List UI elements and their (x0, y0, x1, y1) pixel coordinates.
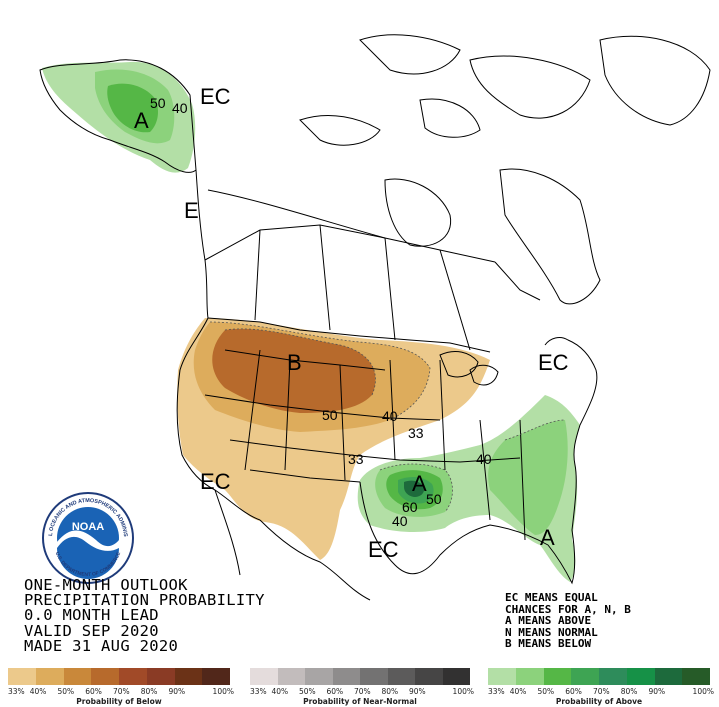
contour-label-60-south: 60 (402, 499, 418, 515)
below-tick-label: 100% (212, 687, 234, 696)
above-scale-label: Probability of Above (555, 697, 643, 706)
below-swatch (174, 668, 203, 685)
near_normal-tick-label: 100% (452, 687, 474, 696)
below-swatch (119, 668, 147, 685)
map-labels: EC E EC EC EC B A A A 50 40 50 40 33 33 … (134, 84, 569, 562)
map-label-ec-pacific: E (184, 198, 199, 223)
contour-label-50-alaska: 50 (150, 95, 166, 111)
near-normal-probability-scale: 33% 40% 50% 60% 70% 80% 90% 100% Probability of… (250, 668, 474, 706)
above-tick-label: 40% (509, 687, 527, 696)
above-swatch (626, 668, 655, 685)
map-label-ec-southwest: EC (200, 469, 231, 494)
near_normal-swatch (360, 668, 388, 685)
title-line: MADE 31 AUG 2020 (24, 636, 179, 655)
outlook-title-block: ONE-MONTH OUTLOOK PRECIPITATION PROBABIL… (24, 576, 265, 655)
title-line: PRECIPITATION PROBABILITY (24, 591, 265, 610)
near_normal-tick-label: 80% (381, 687, 399, 696)
below-probability-scale: 33% 40% 50% 60% 70% 80% 90% 100% Probability of… (8, 668, 234, 706)
map-label-ec-east: EC (538, 350, 569, 375)
above-ticks: 33% 40% 50% 60% 70% 80% 90% 100% (488, 685, 714, 696)
above-probability-scale: 33% 40% 50% 60% 70% 80% 90% 100% Probability of… (488, 668, 714, 706)
noaa-logo-text: NOAA (72, 521, 104, 533)
contour-lines (209, 321, 566, 513)
near_normal-tick-label: 40% (271, 687, 289, 696)
above-swatch (515, 668, 544, 685)
contour-label-40-alaska: 40 (172, 100, 188, 116)
ec-legend: EC MEANS EQUAL CHANCES FOR A, N, B A MEA… (505, 592, 631, 650)
above-swatch (599, 668, 627, 685)
contour-label-50-plains: 50 (322, 407, 338, 423)
below-swatch (91, 668, 119, 685)
below-swatch (202, 668, 230, 685)
below-tick-label: 40% (29, 687, 47, 696)
title-line: VALID SEP 2020 (24, 621, 159, 640)
map-label-a-alaska: A (134, 108, 149, 133)
above-swatch (654, 668, 683, 685)
noaa-logo: NOAA NATIONAL OCEANIC AND ATMOSPHERIC AD… (42, 492, 134, 584)
below-swatch (8, 668, 36, 685)
below-tick-label: 60% (85, 687, 102, 696)
near_normal-tick-label: 90% (409, 687, 426, 696)
map-label-a-southeast: A (540, 525, 555, 550)
below-ticks: 33% 40% 50% 60% 70% 80% 90% 100% (8, 685, 234, 696)
above-swatch (543, 668, 572, 685)
near_normal-tick-label: 70% (354, 687, 371, 696)
contour-label-50-south: 50 (426, 491, 442, 507)
legend-line: B MEANS BELOW (505, 637, 592, 651)
map-label-ec-alaska: EC (200, 84, 231, 109)
below-swatch (35, 668, 64, 685)
title-line: 0.0 MONTH LEAD (24, 606, 159, 625)
above-tick-label: 33% (488, 687, 505, 696)
below-tick-label: 50% (57, 687, 75, 696)
map-label-ec-south: EC (368, 537, 399, 562)
legend-line: A MEANS ABOVE (505, 614, 592, 628)
above-swatches (488, 668, 710, 685)
above-tick-label: 100% (692, 687, 714, 696)
legend-line: EC MEANS EQUAL (505, 591, 598, 604)
below-swatch (63, 668, 92, 685)
below-swatch (146, 668, 175, 685)
near_normal-swatch (442, 668, 470, 685)
contour-label-40-plains: 40 (382, 408, 398, 424)
contour-label-40-south: 40 (392, 513, 408, 529)
alaska-above-region (42, 61, 196, 173)
contour-label-33-south: 33 (348, 451, 364, 467)
title-line: ONE-MONTH OUTLOOK (24, 576, 188, 594)
near_normal-swatch (387, 668, 415, 685)
contour-label-40-southeast: 40 (476, 451, 492, 467)
above-tick-label: 80% (620, 687, 638, 696)
boundary-lines (39, 34, 711, 601)
legend-line: CHANCES FOR A, N, B (505, 602, 631, 616)
near_normal-swatch (277, 668, 305, 685)
below-scale-label: Probability of Below (76, 697, 162, 706)
map-label-a-south: A (412, 471, 427, 496)
near-normal-swatches (250, 668, 470, 685)
contour-label-33-midwest: 33 (408, 425, 424, 441)
above-swatch (488, 668, 516, 685)
near_normal-tick-label: 50% (299, 687, 316, 696)
below-tick-label: 90% (168, 687, 186, 696)
legend-line: N MEANS NORMAL (505, 625, 598, 639)
above-tick-label: 90% (648, 687, 666, 696)
below-tick-label: 33% (8, 687, 25, 696)
near-normal-scale-label: Probability of Near-Normal (303, 697, 417, 706)
above-tick-label: 50% (537, 687, 555, 696)
below-swatches (8, 668, 230, 685)
below-tick-label: 80% (140, 687, 158, 696)
us-below-region (177, 318, 491, 560)
map-label-b-north: B (287, 350, 302, 375)
near_normal-tick-label: 60% (326, 687, 344, 696)
near_normal-swatch (305, 668, 333, 685)
above-tick-label: 60% (565, 687, 582, 696)
above-tick-label: 70% (593, 687, 610, 696)
near_normal-swatch (332, 668, 360, 685)
near-normal-ticks: 33% 40% 50% 60% 70% 80% 90% 100% (250, 685, 474, 696)
above-swatch (682, 668, 710, 685)
near_normal-swatch (415, 668, 443, 685)
below-tick-label: 70% (113, 687, 130, 696)
above-swatch (571, 668, 599, 685)
near_normal-swatch (250, 668, 278, 685)
near_normal-tick-label: 33% (250, 687, 267, 696)
